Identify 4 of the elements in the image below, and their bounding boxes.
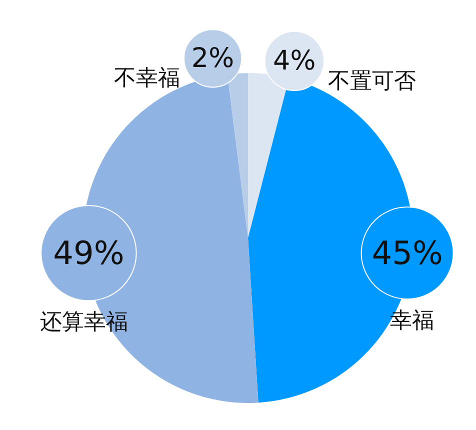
data-label: 4% [272, 45, 316, 76]
data-label: 49% [53, 234, 124, 272]
data-label: 2% [191, 42, 234, 74]
data-label: 45% [372, 234, 443, 272]
